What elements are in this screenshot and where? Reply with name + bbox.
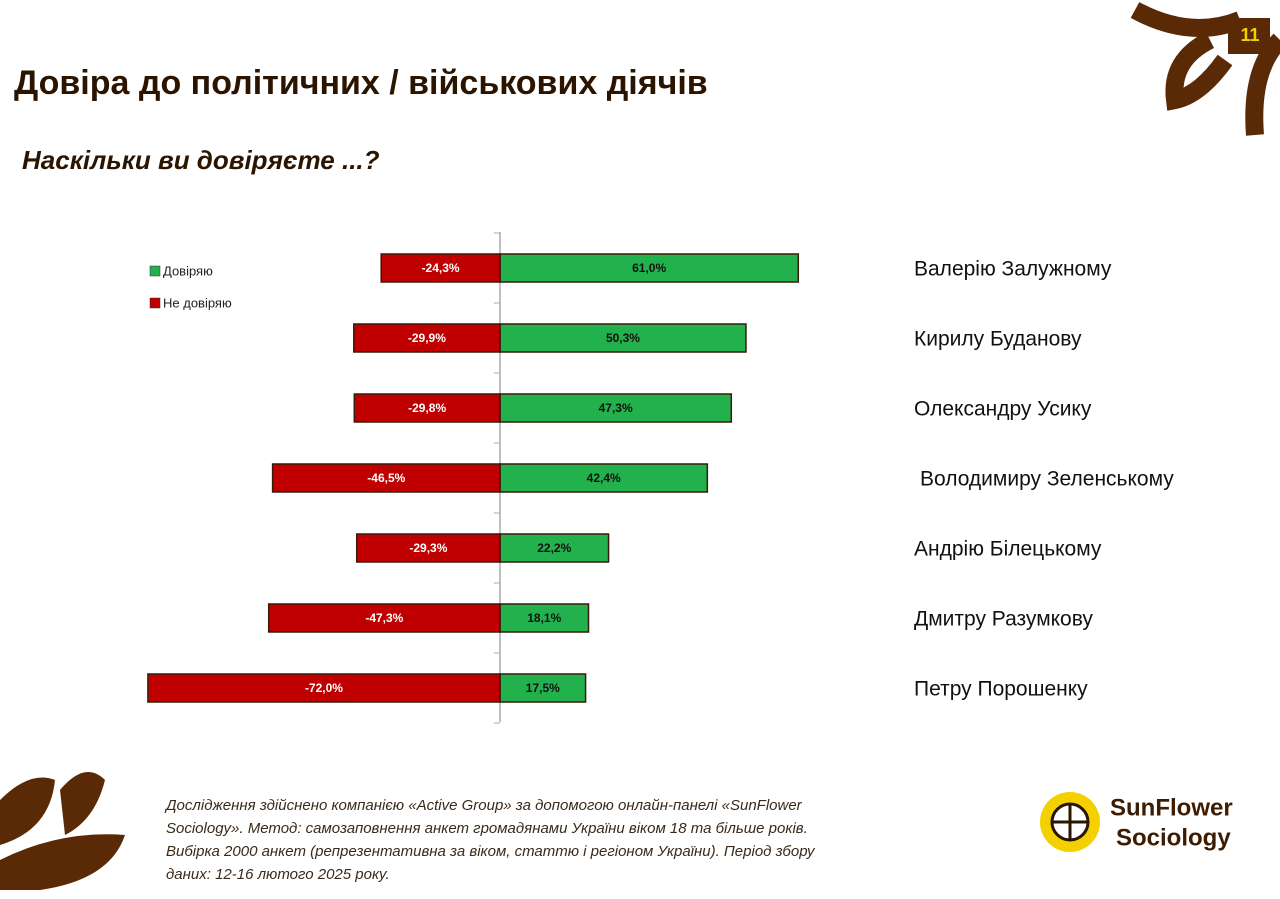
footnote-line: Вибірка 2000 анкет (репрезентативна за в…	[166, 843, 816, 860]
category-label: Олександру Усику	[914, 398, 1092, 421]
category-label: Володимиру Зеленському	[920, 468, 1174, 491]
legend-label: Довіряю	[163, 263, 213, 278]
value-label: 17,5%	[526, 681, 560, 695]
bar	[380, 253, 501, 283]
category-label: Кирилу Буданову	[914, 328, 1082, 351]
bar	[147, 673, 501, 703]
value-label: -29,8%	[408, 401, 446, 415]
category-label: Дмитру Разумкову	[914, 608, 1093, 631]
bar	[267, 603, 501, 633]
value-label: -24,3%	[422, 261, 460, 275]
value-label: -29,3%	[409, 541, 447, 555]
decoration	[0, 772, 125, 890]
category-label: Валерію Залужному	[914, 258, 1112, 281]
legend-swatch	[149, 297, 161, 309]
bar	[353, 323, 501, 353]
bar	[499, 533, 610, 563]
bar	[271, 463, 501, 493]
value-label: 18,1%	[527, 611, 561, 625]
logo-icon	[1040, 792, 1100, 852]
page-number: 11	[1240, 25, 1259, 45]
value-label: 50,3%	[606, 331, 640, 345]
value-label: 47,3%	[599, 401, 633, 415]
footnote-line: Дослідження здійснено компанією «Active …	[164, 797, 803, 814]
footnote-line: Sociology». Метод: самозаповнення анкет …	[166, 820, 808, 837]
value-label: -29,9%	[408, 331, 446, 345]
value-label: -72,0%	[305, 681, 343, 695]
value-label: -46,5%	[367, 471, 405, 485]
title: Довіра до політичних / військових діячів	[14, 64, 708, 102]
legend-label: Не довіряю	[163, 295, 232, 310]
value-label: 42,4%	[587, 471, 621, 485]
bar	[355, 533, 501, 563]
bar	[499, 463, 709, 493]
legend-swatch	[149, 265, 161, 277]
category-label: Петру Порошенку	[914, 678, 1088, 701]
subtitle: Наскільки ви довіряєте ...?	[22, 145, 380, 175]
value-label: 22,2%	[537, 541, 571, 555]
page-number-bg	[1228, 18, 1270, 54]
logo-text: SunFlower	[1110, 794, 1233, 821]
value-label: 61,0%	[632, 261, 666, 275]
logo-text: Sociology	[1116, 824, 1231, 851]
footnote-line: даних: 12-16 лютого 2025 року.	[166, 866, 390, 883]
category-label: Андрію Білецькому	[914, 538, 1102, 561]
bar	[353, 393, 501, 423]
value-label: -47,3%	[365, 611, 403, 625]
